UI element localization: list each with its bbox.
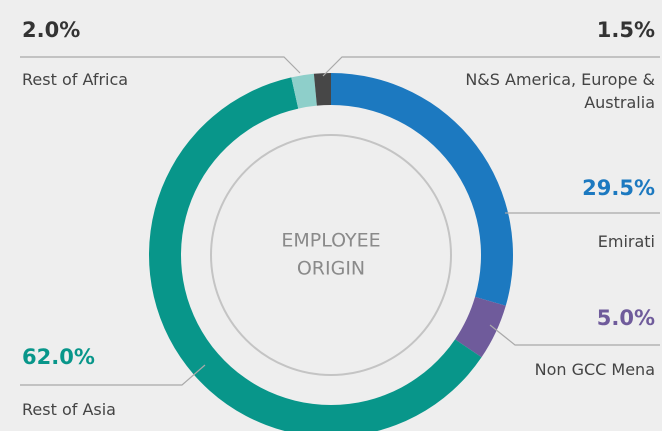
inner-ring — [210, 134, 452, 376]
category-label: Rest of Africa — [22, 70, 129, 89]
leader-line — [20, 56, 301, 74]
category-label: Emirati — [597, 232, 655, 251]
leader-line — [489, 324, 660, 346]
category-label: Non GCC Mena — [534, 360, 655, 379]
leader-line — [20, 364, 206, 386]
value-label: 1.5% — [596, 18, 655, 42]
category-label: N&S America, Europe & Australia — [465, 70, 655, 112]
donut-segment — [331, 73, 513, 306]
leader-line — [322, 56, 660, 77]
category-label: Rest of Asia — [22, 400, 116, 419]
value-label: 62.0% — [22, 345, 95, 369]
value-label: 2.0% — [22, 18, 81, 42]
donut-segment — [291, 73, 317, 109]
value-label: 29.5% — [582, 176, 655, 200]
value-label: 5.0% — [596, 306, 655, 330]
center-label: EMPLOYEE — [281, 230, 380, 252]
donut-segment — [455, 296, 506, 358]
donut-segment — [313, 73, 331, 106]
center-label: ORIGIN — [297, 258, 365, 280]
